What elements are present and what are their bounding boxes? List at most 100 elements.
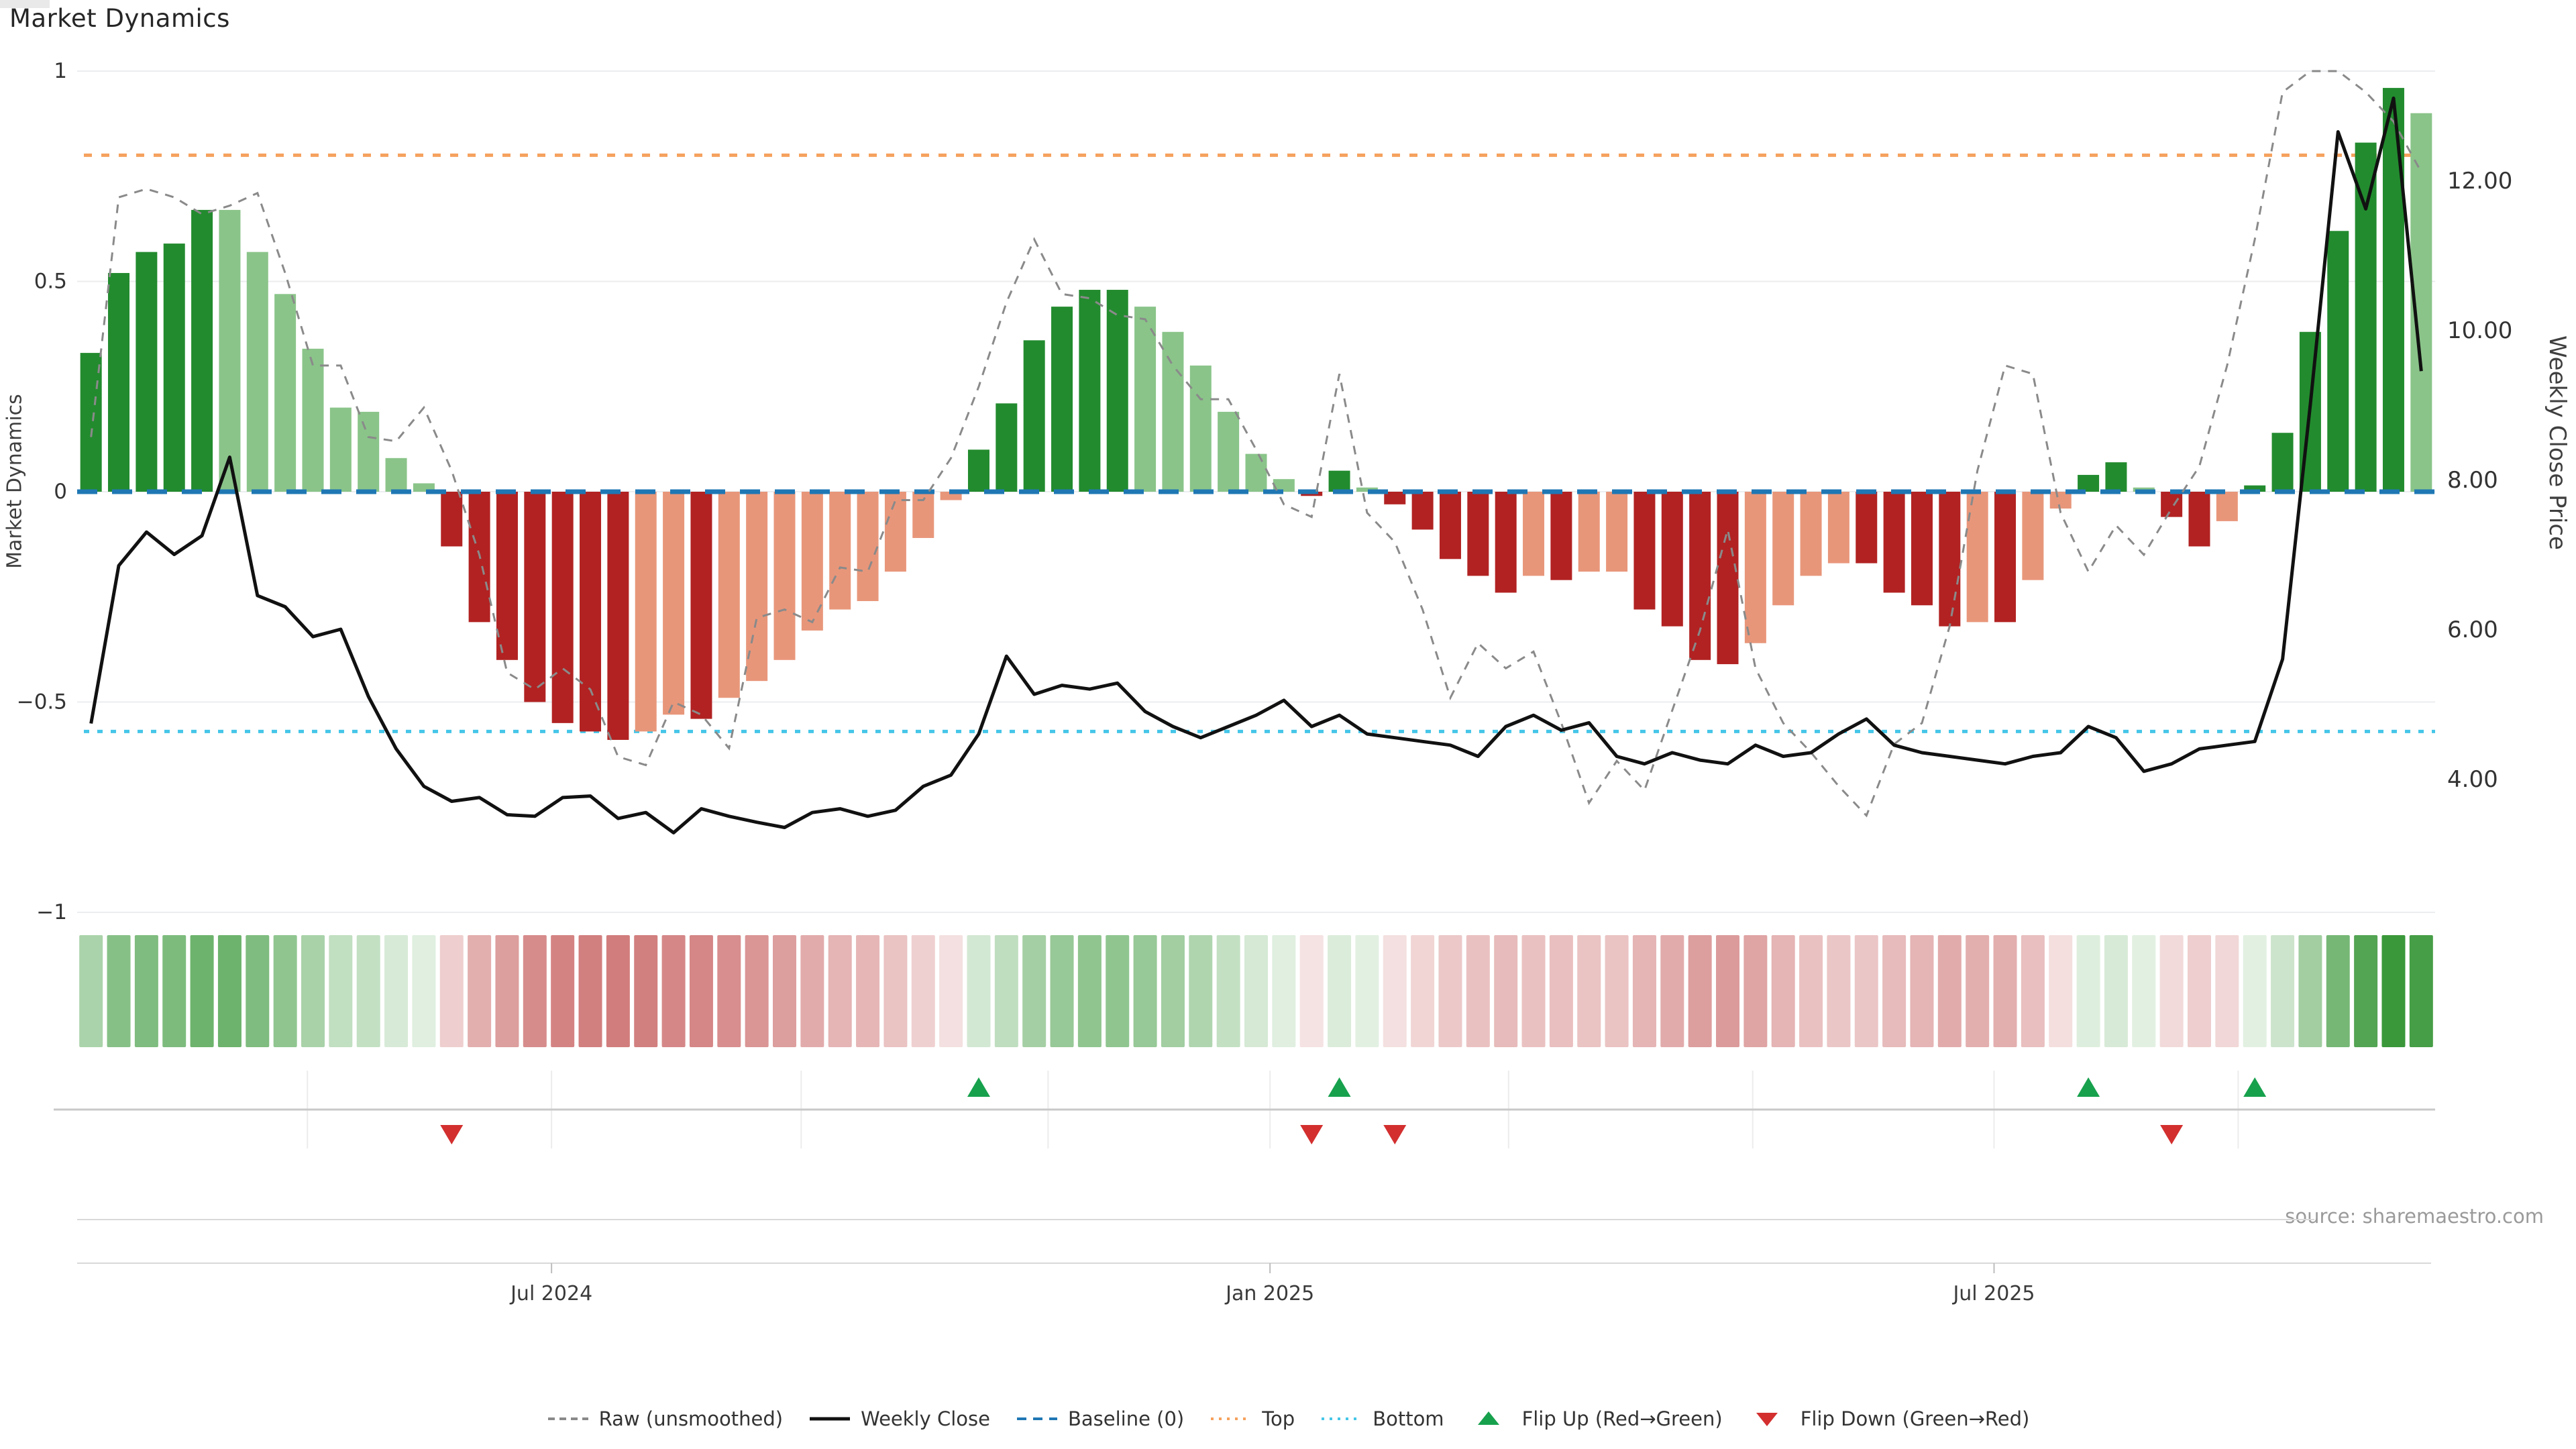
oscillator-bar (1134, 307, 1157, 492)
legend-item-0: Raw (unsmoothed) (547, 1407, 783, 1430)
heat-cell (2076, 935, 2100, 1047)
legend-line-icon (810, 1417, 851, 1421)
heat-cell (717, 935, 741, 1047)
oscillator-bar (1550, 492, 1572, 580)
left-tick-label: 0.5 (34, 270, 67, 294)
oscillator-bar (163, 244, 185, 492)
heat-cell (273, 935, 297, 1047)
heat-cell (1189, 935, 1213, 1047)
heat-cell (2409, 935, 2433, 1047)
oscillator-bar (2022, 492, 2044, 580)
left-tick-label: 0 (54, 480, 67, 504)
heat-cell (1411, 935, 1435, 1047)
heat-cell (1910, 935, 1934, 1047)
heat-cell (2049, 935, 2073, 1047)
page-title: Market Dynamics (9, 4, 230, 33)
oscillator-bar (1772, 492, 1794, 606)
heat-cell (1161, 935, 1185, 1047)
legend-item-6: Flip Down (Green→Red) (1748, 1407, 2029, 1430)
flip-down-marker (1383, 1125, 1407, 1144)
oscillator-bar (1994, 492, 2017, 623)
oscillator-bar (2355, 142, 2377, 492)
heat-cell (2243, 935, 2267, 1047)
heat-cell (1438, 935, 1462, 1047)
heat-cell (2326, 935, 2350, 1047)
heat-cell (1272, 935, 1296, 1047)
oscillator-bar (2105, 462, 2127, 492)
heat-cell (1355, 935, 1379, 1047)
legend-line-icon (1017, 1417, 1057, 1420)
raw-series (90, 70, 2422, 818)
legend-line-icon (1322, 1417, 1362, 1420)
heat-cell (2354, 935, 2378, 1047)
left-tick-label: −1 (36, 900, 67, 924)
legend-item-3: Top (1210, 1407, 1295, 1430)
oscillator-bar (580, 492, 602, 732)
oscillator-bar (524, 492, 546, 702)
weekly-close-line (89, 96, 2423, 835)
oscillator-bar (1578, 492, 1600, 572)
oscillator-bar (358, 411, 380, 492)
heat-cell (439, 935, 464, 1047)
heat-cell (107, 935, 131, 1047)
legend-label: Bottom (1373, 1407, 1444, 1430)
heat-cell (1605, 935, 1629, 1047)
heat-cell (634, 935, 658, 1047)
oscillator-bar (2216, 492, 2238, 521)
legend: Raw (unsmoothed) Weekly Close Baseline (0)… (0, 1407, 2576, 1430)
legend-label: Baseline (0) (1068, 1407, 1185, 1430)
heat-cell (1328, 935, 1352, 1047)
x-tick-label: Jul 2024 (509, 1282, 592, 1305)
oscillator-bar (967, 449, 989, 492)
heat-cell (1466, 935, 1490, 1047)
oscillator-bar (1744, 492, 1766, 643)
lower-panel (77, 1219, 2431, 1264)
oscillator-bar (635, 492, 657, 732)
heat-cell (1106, 935, 1130, 1047)
heat-cell (800, 935, 824, 1047)
oscillator-bar (718, 492, 740, 698)
oscillator-bar (1411, 492, 1434, 530)
heat-cell (412, 935, 436, 1047)
legend-label: Raw (unsmoothed) (598, 1407, 784, 1430)
oscillator-bar (1689, 492, 1711, 660)
heat-cell (2298, 935, 2322, 1047)
legend-item-2: Baseline (0) (1016, 1407, 1184, 1430)
oscillator-bar (1328, 470, 1350, 492)
heat-cell (1827, 935, 1851, 1047)
heat-cell (2021, 935, 2045, 1047)
raw-line (90, 70, 2422, 818)
heat-cell (356, 935, 380, 1047)
heat-cell (2215, 935, 2239, 1047)
legend-line-icon (547, 1417, 588, 1420)
flip-up-marker (2077, 1077, 2100, 1097)
oscillator-bar (1606, 492, 1628, 572)
heat-cell (1966, 935, 1990, 1047)
legend-item-4: Bottom (1320, 1407, 1444, 1430)
oscillator-bars (80, 88, 2432, 740)
heat-cell (773, 935, 796, 1047)
reference-lines (84, 153, 2435, 733)
oscillator-bar (1827, 492, 1849, 564)
heat-cell (2132, 935, 2156, 1047)
heat-cell (1743, 935, 1768, 1047)
x-tick-label: Jul 2025 (1951, 1282, 2035, 1305)
right-tick-label: 6.00 (2447, 616, 2498, 643)
heat-cell (1660, 935, 1684, 1047)
heat-cell (523, 935, 547, 1047)
oscillator-bar (996, 403, 1018, 492)
oscillator-bar (1800, 492, 1822, 576)
oscillator-bar (246, 252, 268, 492)
heat-cell (468, 935, 492, 1047)
oscillator-bar (2244, 485, 2266, 492)
oscillator-bar (801, 492, 823, 631)
oscillator-bar (1106, 290, 1128, 492)
oscillator-bar (2078, 474, 2100, 492)
right-tick-label: 4.00 (2447, 766, 2498, 793)
heat-cell (1244, 935, 1268, 1047)
oscillator-bar (2161, 492, 2183, 517)
oscillator-bar (2382, 88, 2404, 492)
left-tick-label: 1 (54, 59, 67, 83)
corner-artifact (0, 0, 50, 8)
oscillator-bar (607, 492, 629, 740)
